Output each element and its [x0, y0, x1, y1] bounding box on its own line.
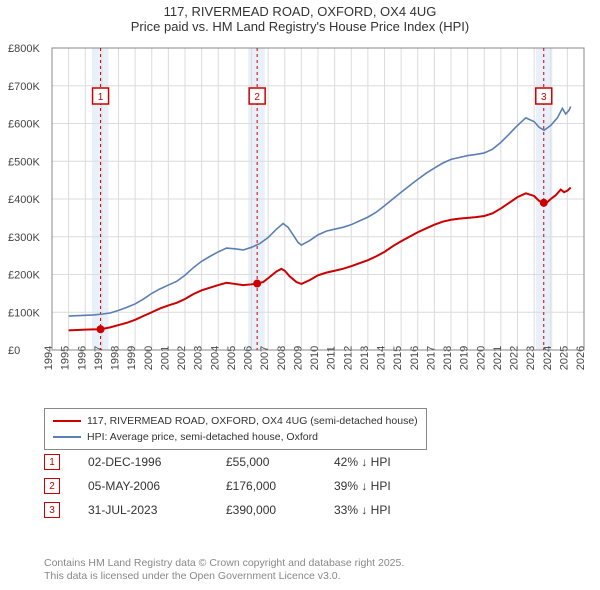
annotation-date: 05-MAY-2006 — [88, 479, 198, 493]
legend: 117, RIVERMEAD ROAD, OXFORD, OX4 4UG (se… — [44, 408, 427, 450]
attribution-footer: Contains HM Land Registry data © Crown c… — [44, 557, 404, 584]
annotation-price: £176,000 — [226, 479, 306, 493]
svg-text:2009: 2009 — [292, 346, 304, 370]
title-address: 117, RIVERMEAD ROAD, OXFORD, OX4 4UG — [0, 4, 600, 19]
svg-text:£400K: £400K — [8, 194, 40, 206]
svg-text:£100K: £100K — [8, 307, 40, 319]
svg-text:1996: 1996 — [76, 346, 88, 370]
svg-text:£0: £0 — [8, 345, 20, 357]
svg-text:2019: 2019 — [459, 346, 471, 370]
annotation-row: 1 02-DEC-1996 £55,000 42% ↓ HPI — [44, 450, 424, 474]
annotation-price: £390,000 — [226, 503, 306, 517]
chart-title: 117, RIVERMEAD ROAD, OXFORD, OX4 4UG Pri… — [0, 0, 600, 36]
annotation-price: £55,000 — [226, 455, 306, 469]
annotation-marker: 1 — [44, 454, 60, 470]
svg-text:2007: 2007 — [259, 346, 271, 370]
chart-area: £0 £100K £200K £300K £400K £500K £600K £700K £80… — [8, 42, 592, 402]
annotation-row: 2 05-MAY-2006 £176,000 39% ↓ HPI — [44, 474, 424, 498]
svg-text:2: 2 — [254, 92, 260, 103]
annotation-table: 1 02-DEC-1996 £55,000 42% ↓ HPI 2 05-MAY… — [44, 450, 424, 522]
svg-text:£700K: £700K — [8, 81, 40, 93]
figure-container: 117, RIVERMEAD ROAD, OXFORD, OX4 4UG Pri… — [0, 0, 600, 590]
title-subtitle: Price paid vs. HM Land Registry's House … — [0, 19, 600, 34]
svg-text:2001: 2001 — [159, 346, 171, 370]
annotation-marker: 3 — [44, 502, 60, 518]
legend-label: 117, RIVERMEAD ROAD, OXFORD, OX4 4UG (se… — [87, 415, 418, 427]
footer-line: Contains HM Land Registry data © Crown c… — [44, 557, 404, 571]
svg-text:£500K: £500K — [8, 156, 40, 168]
annotation-diff: 42% ↓ HPI — [334, 455, 424, 469]
annotation-marker: 2 — [44, 478, 60, 494]
svg-text:2018: 2018 — [442, 346, 454, 370]
svg-text:2006: 2006 — [243, 346, 255, 370]
annotation-date: 02-DEC-1996 — [88, 455, 198, 469]
svg-text:£600K: £600K — [8, 119, 40, 131]
svg-text:£800K: £800K — [8, 43, 40, 55]
svg-text:1995: 1995 — [60, 346, 72, 370]
annotation-row: 3 31-JUL-2023 £390,000 33% ↓ HPI — [44, 498, 424, 522]
svg-text:£200K: £200K — [8, 270, 40, 282]
legend-label: HPI: Average price, semi-detached house,… — [87, 431, 318, 443]
svg-text:2000: 2000 — [143, 346, 155, 370]
annotation-diff: 33% ↓ HPI — [334, 503, 424, 517]
legend-item: HPI: Average price, semi-detached house,… — [53, 429, 418, 445]
annotation-diff: 39% ↓ HPI — [334, 479, 424, 493]
svg-text:2015: 2015 — [392, 346, 404, 370]
line-chart: £0 £100K £200K £300K £400K £500K £600K £700K £80… — [8, 42, 592, 402]
svg-text:1998: 1998 — [110, 346, 122, 370]
svg-text:2013: 2013 — [359, 346, 371, 370]
svg-text:2017: 2017 — [425, 346, 437, 370]
footer-line: This data is licensed under the Open Gov… — [44, 570, 404, 584]
svg-text:2016: 2016 — [409, 346, 421, 370]
svg-text:1999: 1999 — [126, 346, 138, 370]
legend-item: 117, RIVERMEAD ROAD, OXFORD, OX4 4UG (se… — [53, 413, 418, 429]
svg-text:1994: 1994 — [43, 346, 55, 370]
svg-text:2014: 2014 — [376, 346, 388, 370]
svg-text:2004: 2004 — [209, 346, 221, 370]
svg-text:1997: 1997 — [93, 346, 105, 370]
svg-text:1: 1 — [98, 92, 104, 103]
svg-text:2022: 2022 — [509, 346, 521, 370]
svg-text:£300K: £300K — [8, 232, 40, 244]
annotation-date: 31-JUL-2023 — [88, 503, 198, 517]
svg-text:3: 3 — [541, 92, 547, 103]
svg-text:2010: 2010 — [309, 346, 321, 370]
svg-text:2023: 2023 — [525, 346, 537, 370]
legend-swatch — [53, 436, 81, 439]
svg-text:2008: 2008 — [276, 346, 288, 370]
svg-text:2025: 2025 — [558, 346, 570, 370]
svg-text:2003: 2003 — [193, 346, 205, 370]
svg-text:2002: 2002 — [176, 346, 188, 370]
svg-text:2021: 2021 — [492, 346, 504, 370]
svg-text:2026: 2026 — [575, 346, 587, 370]
svg-text:2012: 2012 — [342, 346, 354, 370]
svg-text:2005: 2005 — [226, 346, 238, 370]
legend-swatch — [53, 420, 81, 423]
svg-text:2020: 2020 — [475, 346, 487, 370]
